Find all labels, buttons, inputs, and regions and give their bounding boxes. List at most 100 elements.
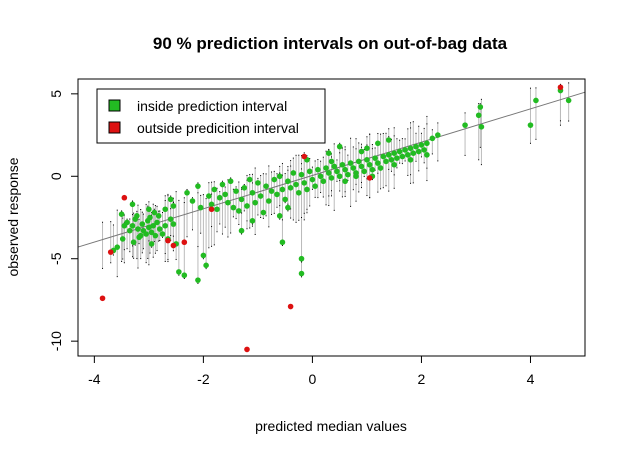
inside-point — [301, 180, 308, 186]
quantile-dot — [246, 220, 248, 222]
quantile-dot — [407, 174, 409, 176]
inside-point — [347, 160, 354, 166]
inside-point — [475, 112, 482, 119]
inside-point — [293, 181, 299, 188]
inside-point — [150, 222, 157, 229]
inside-point — [260, 209, 267, 216]
quantile-dot — [369, 133, 371, 135]
outside-point — [366, 175, 373, 181]
quantile-dot — [344, 195, 346, 197]
quantile-dot — [287, 169, 289, 171]
legend-swatch-outside — [108, 121, 121, 134]
inside-point — [290, 170, 297, 176]
inside-point — [339, 161, 346, 168]
quantile-dot — [341, 147, 343, 149]
quantile-dot — [251, 225, 253, 227]
inside-point — [219, 181, 226, 188]
quantile-dot — [325, 204, 327, 206]
inside-point — [151, 209, 158, 216]
quantile-dot — [175, 259, 177, 261]
quantile-dot — [152, 256, 154, 258]
quantile-dot — [123, 262, 125, 264]
inside-point — [320, 178, 327, 185]
inside-point — [372, 155, 378, 161]
quantile-dot — [393, 135, 395, 137]
quantile-dot — [320, 160, 322, 162]
quantile-dot — [401, 138, 403, 140]
quantile-dot — [205, 268, 207, 270]
quantile-dot — [298, 219, 300, 221]
inside-point — [227, 178, 234, 185]
quantile-dot — [339, 152, 341, 154]
quantile-dot — [423, 162, 425, 164]
quantile-dot — [268, 165, 270, 167]
quantile-dot — [265, 215, 267, 217]
inside-point — [391, 150, 397, 156]
inside-point — [353, 173, 359, 180]
quantile-dot — [336, 180, 338, 182]
quantile-dot — [122, 258, 124, 260]
quantile-dot — [388, 128, 390, 130]
inside-point — [385, 137, 392, 143]
inside-point — [189, 198, 196, 204]
quantile-dot — [249, 174, 251, 176]
quantile-dot — [279, 172, 281, 174]
quantile-dot — [423, 127, 425, 129]
inside-point — [263, 183, 269, 189]
quantile-dot — [385, 132, 387, 134]
quantile-dot — [154, 205, 156, 207]
quantile-dot — [303, 152, 305, 154]
quantile-dot — [298, 154, 300, 156]
quantile-dot — [350, 205, 352, 207]
inside-point — [156, 226, 163, 232]
inside-point — [148, 229, 155, 236]
quantile-dot — [322, 196, 324, 198]
quantile-dot — [290, 165, 292, 167]
quantile-dot — [227, 236, 229, 238]
quantile-dot — [142, 248, 144, 250]
quantile-dot — [478, 103, 480, 105]
quantile-dot — [306, 155, 308, 157]
quantile-dot — [241, 212, 243, 214]
quantile-dot — [129, 218, 131, 220]
inside-point — [268, 188, 275, 194]
quantile-dot — [246, 228, 248, 230]
quantile-dot — [322, 156, 324, 158]
quantile-dot — [167, 258, 169, 260]
inside-point — [236, 208, 242, 214]
quantile-dot — [257, 214, 259, 216]
quantile-dot — [116, 276, 118, 278]
quantile-dot — [162, 236, 163, 238]
inside-point — [266, 198, 272, 204]
quantile-dot — [371, 144, 373, 146]
quantile-dot — [197, 192, 199, 194]
quantile-dot — [344, 191, 346, 193]
inside-point — [312, 183, 318, 189]
quantile-dot — [420, 132, 422, 134]
inside-point — [435, 132, 441, 138]
quantile-dot — [164, 253, 166, 255]
inside-point — [222, 191, 228, 198]
reference-line — [77, 91, 586, 248]
quantile-dot — [122, 217, 124, 219]
quantile-dot — [535, 138, 537, 140]
inside-point — [413, 143, 419, 150]
legend-label-outside: outside predicition interval — [137, 120, 299, 136]
inside-point — [477, 104, 484, 110]
quantile-dot — [132, 214, 134, 216]
inside-point — [388, 156, 395, 163]
quantile-dot — [301, 168, 303, 170]
quantile-dot — [221, 233, 223, 235]
quantile-dot — [331, 190, 332, 192]
quantile-dot — [388, 168, 390, 170]
quantile-dot — [290, 217, 292, 219]
quantile-dot — [257, 177, 259, 179]
quantile-dot — [292, 157, 294, 159]
inside-point — [527, 122, 534, 128]
inside-point — [233, 188, 239, 194]
quantile-dot — [309, 205, 311, 207]
quantile-dot — [352, 189, 354, 191]
quantile-dot — [292, 219, 294, 221]
quantile-dot — [339, 142, 341, 144]
inside-point — [146, 206, 152, 213]
